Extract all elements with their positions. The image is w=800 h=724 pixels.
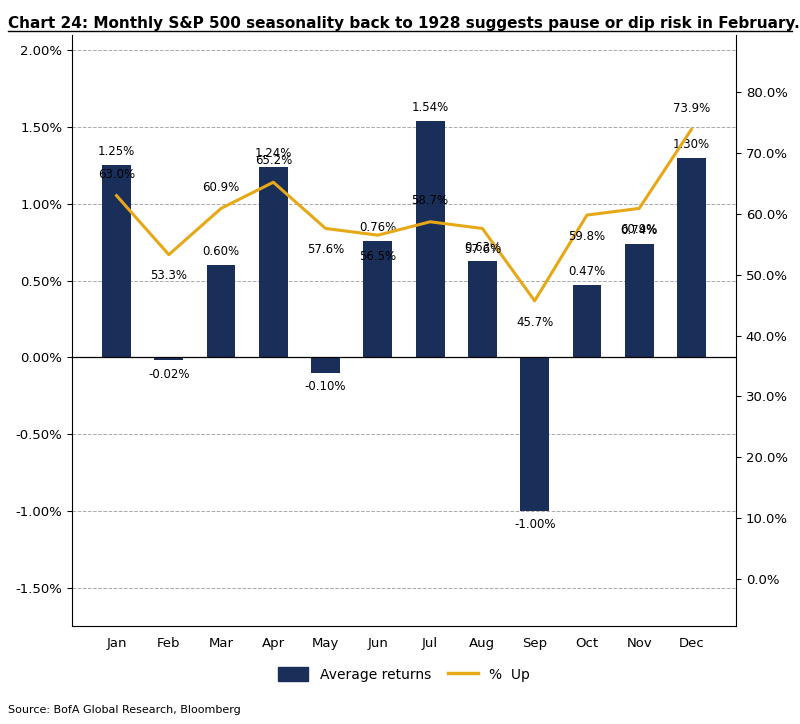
Bar bbox=[311, 358, 340, 373]
Bar bbox=[416, 121, 445, 358]
Text: 56.5%: 56.5% bbox=[359, 250, 397, 263]
Bar bbox=[468, 261, 497, 358]
Bar bbox=[259, 167, 288, 358]
Bar bbox=[363, 240, 392, 358]
Text: 57.6%: 57.6% bbox=[464, 243, 501, 256]
Text: 53.3%: 53.3% bbox=[150, 269, 187, 282]
Text: 45.7%: 45.7% bbox=[516, 316, 554, 329]
Text: 60.9%: 60.9% bbox=[202, 180, 240, 193]
Text: 57.6%: 57.6% bbox=[307, 243, 344, 256]
Text: 1.54%: 1.54% bbox=[411, 101, 449, 114]
Text: 73.9%: 73.9% bbox=[673, 101, 710, 114]
Text: 1.25%: 1.25% bbox=[98, 146, 135, 159]
Text: 0.60%: 0.60% bbox=[202, 245, 240, 258]
Text: 0.76%: 0.76% bbox=[359, 221, 397, 234]
Bar bbox=[102, 165, 131, 358]
Text: 1.24%: 1.24% bbox=[254, 147, 292, 160]
Text: 63.0%: 63.0% bbox=[98, 168, 135, 181]
Bar bbox=[573, 285, 602, 358]
Bar bbox=[154, 358, 183, 361]
Text: 0.74%: 0.74% bbox=[621, 224, 658, 237]
Text: Chart 24: Monthly S&P 500 seasonality back to 1928 suggests pause or dip risk in: Chart 24: Monthly S&P 500 seasonality ba… bbox=[8, 16, 800, 31]
Text: -1.00%: -1.00% bbox=[514, 518, 555, 531]
Bar bbox=[677, 158, 706, 358]
Text: 0.63%: 0.63% bbox=[464, 240, 501, 253]
Text: 58.7%: 58.7% bbox=[411, 194, 449, 207]
Text: Source: BofA Global Research, Bloomberg: Source: BofA Global Research, Bloomberg bbox=[8, 705, 241, 715]
Text: -0.10%: -0.10% bbox=[305, 380, 346, 393]
Bar bbox=[206, 265, 235, 358]
Bar bbox=[625, 244, 654, 358]
Text: 1.30%: 1.30% bbox=[673, 138, 710, 151]
Text: 60.9%: 60.9% bbox=[621, 223, 658, 236]
Legend: Average returns, %  Up: Average returns, % Up bbox=[272, 662, 536, 687]
Bar bbox=[520, 358, 549, 511]
Text: 0.47%: 0.47% bbox=[568, 265, 606, 278]
Text: 59.8%: 59.8% bbox=[568, 230, 606, 243]
Text: 65.2%: 65.2% bbox=[254, 154, 292, 167]
Text: -0.02%: -0.02% bbox=[148, 368, 190, 381]
